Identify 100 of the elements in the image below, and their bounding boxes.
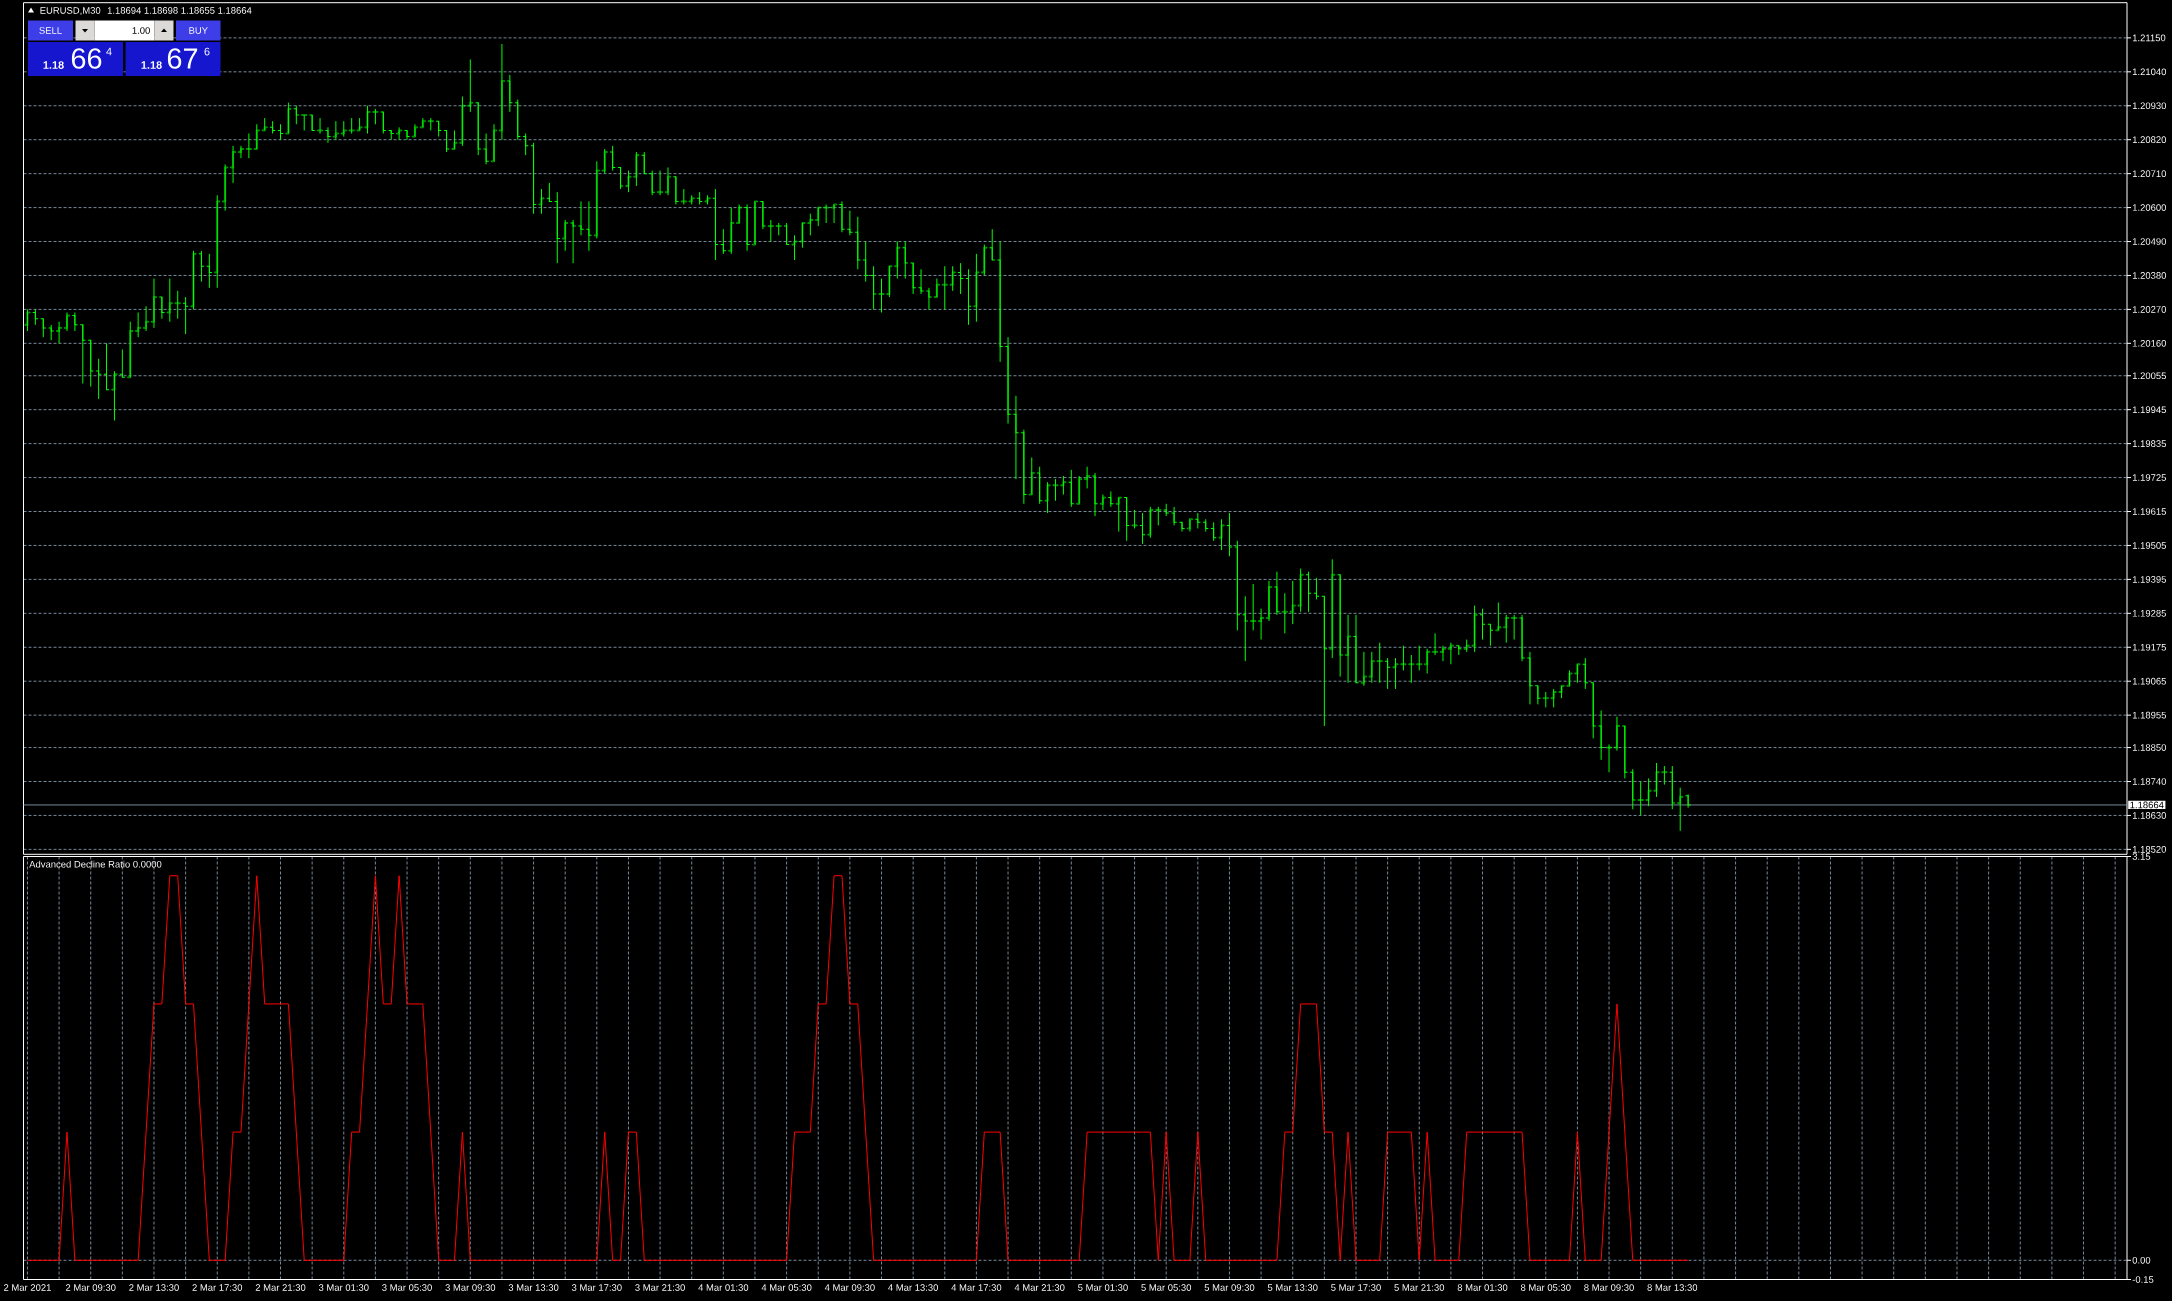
x-tick-label: 3 Mar 05:30	[382, 1284, 432, 1291]
x-tick-label: 8 Mar 09:30	[1584, 1284, 1634, 1291]
candlestick	[863, 241, 869, 283]
candlestick	[1131, 509, 1138, 529]
candlestick	[1361, 651, 1367, 687]
candlestick	[641, 151, 647, 175]
candlestick	[1527, 651, 1533, 705]
candlestick	[918, 268, 924, 295]
y-tick-label: 1.20380	[2132, 272, 2167, 279]
x-tick-label: 4 Mar 21:30	[1014, 1284, 1065, 1291]
candlestick	[40, 318, 46, 338]
y-tick-label: 0.00	[2132, 1256, 2151, 1264]
candlestick	[1385, 657, 1391, 690]
candlestick	[752, 200, 758, 246]
x-tick-label: 5 Mar 21:30	[1394, 1284, 1445, 1291]
candlestick	[784, 222, 790, 246]
candlestick	[578, 200, 584, 236]
y-tick-label: 1.20710	[2132, 170, 2167, 177]
y-tick-label: 3.15	[2132, 853, 2151, 860]
candlestick	[1305, 571, 1312, 613]
chart-subtitle: 1.18694 1.18698 1.18655 1.18664	[107, 7, 252, 14]
candlestick	[103, 342, 110, 391]
x-tick-label: 3 Mar 17:30	[571, 1284, 622, 1291]
candlestick	[317, 117, 323, 135]
candlestick	[1479, 608, 1486, 641]
x-tick-label: 4 Mar 05:30	[761, 1284, 812, 1291]
chart-title: EURUSD,M30	[40, 7, 101, 15]
annotation: SELL	[39, 27, 62, 34]
candlestick	[1258, 608, 1264, 641]
candlestick	[649, 170, 655, 196]
x-tick-label: 5 Mar 01:30	[1078, 1284, 1128, 1291]
candlestick	[80, 324, 86, 384]
candlestick	[491, 123, 497, 163]
candlestick	[1076, 475, 1083, 505]
x-tick-label: 3 Mar 21:30	[635, 1284, 685, 1291]
candlestick	[293, 105, 299, 125]
x-tick-label: 4 Mar 09:30	[824, 1284, 875, 1291]
x-tick-label: 2 Mar 17:30	[192, 1284, 243, 1291]
x-tick-label: 5 Mar 13:30	[1267, 1284, 1318, 1291]
y-tick-label: 1.18740	[2132, 778, 2167, 785]
candlestick	[1179, 521, 1185, 533]
candlestick	[1013, 395, 1019, 480]
candlestick	[1598, 710, 1604, 761]
candlestick	[989, 228, 995, 261]
candlestick	[332, 120, 339, 141]
y-tick-label: 1.20600	[2132, 204, 2167, 211]
x-tick-label: 5 Mar 05:30	[1141, 1284, 1192, 1291]
annotation: 1.18	[43, 61, 64, 69]
candlestick	[1487, 623, 1494, 647]
candlestick	[245, 133, 252, 159]
x-tick-label: 4 Mar 17:30	[951, 1284, 1002, 1291]
y-tick-label: 1.20820	[2132, 136, 2167, 144]
candlestick	[1084, 466, 1090, 489]
y-tick-label: 1.19835	[2132, 440, 2167, 447]
y-tick-label: 1.19285	[2132, 609, 2167, 617]
candlestick	[610, 145, 616, 172]
candlestick	[870, 265, 877, 310]
y-tick-label: 1.18850	[2132, 744, 2167, 751]
y-tick-label: 1.20055	[2132, 372, 2167, 380]
y-tick-label: 1.20270	[2132, 306, 2167, 313]
y-tick-label: 1.21150	[2132, 34, 2166, 42]
candlestick	[325, 126, 331, 144]
candlestick	[1432, 632, 1438, 656]
x-tick-label: 8 Mar 01:30	[1457, 1284, 1508, 1291]
x-tick-label: 5 Mar 09:30	[1204, 1284, 1255, 1291]
candlestick	[1021, 429, 1027, 505]
annotation: 67	[167, 48, 198, 69]
candlestick	[1226, 512, 1233, 557]
candlestick	[206, 253, 212, 289]
candlestick	[1447, 642, 1454, 665]
candlestick	[1345, 614, 1351, 684]
candlestick	[119, 349, 125, 378]
candlestick	[902, 241, 908, 280]
candlestick	[1511, 614, 1518, 641]
candlestick	[56, 321, 62, 344]
candlestick	[839, 200, 845, 233]
candlestick	[1313, 577, 1320, 600]
candlestick	[760, 200, 766, 230]
candlestick	[1028, 457, 1035, 496]
candlestick	[523, 133, 529, 156]
candlestick	[285, 102, 292, 135]
candlestick	[1614, 716, 1620, 752]
candlestick	[1353, 614, 1359, 684]
candlestick	[507, 74, 513, 113]
annotation: 1.00	[132, 27, 150, 34]
candlestick	[1068, 469, 1074, 508]
candlestick	[1005, 336, 1011, 425]
candlestick	[1092, 472, 1098, 517]
y-tick-label: 1.20490	[2132, 238, 2167, 245]
y-tick-label: 1.19175	[2132, 643, 2167, 651]
candlestick	[230, 145, 236, 184]
candlestick	[910, 262, 916, 295]
x-tick-label: 4 Mar 01:30	[698, 1284, 749, 1291]
candlestick	[1266, 580, 1272, 622]
candlestick	[190, 250, 197, 310]
candlestick	[570, 219, 576, 264]
annotation: 1.18	[141, 61, 162, 69]
y-tick-label: 1.20160	[2132, 339, 2167, 347]
y-tick-label: 1.19945	[2132, 406, 2167, 414]
y-tick-label: 1.19725	[2132, 474, 2167, 481]
